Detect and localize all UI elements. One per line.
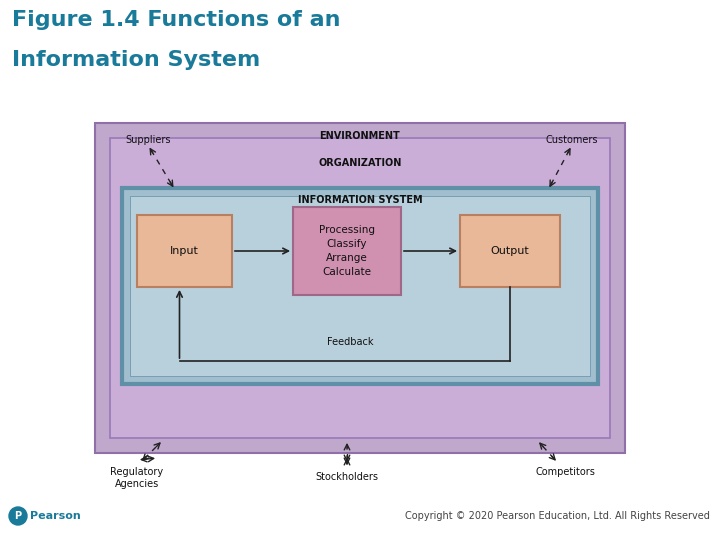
Text: Copyright © 2020 Pearson Education, Ltd. All Rights Reserved: Copyright © 2020 Pearson Education, Ltd.… bbox=[405, 511, 710, 521]
Bar bbox=[95, 123, 625, 453]
Bar bbox=[137, 215, 232, 287]
Text: Competitors: Competitors bbox=[535, 467, 595, 477]
Text: Pearson: Pearson bbox=[30, 511, 81, 521]
Text: Feedback: Feedback bbox=[327, 337, 373, 347]
Bar bbox=[460, 215, 560, 287]
Text: Suppliers: Suppliers bbox=[125, 135, 171, 145]
Text: Processing
Classify
Arrange
Calculate: Processing Classify Arrange Calculate bbox=[319, 225, 375, 277]
Circle shape bbox=[9, 507, 27, 525]
Text: Stockholders: Stockholders bbox=[315, 472, 379, 482]
Bar bbox=[110, 138, 610, 438]
Text: ORGANIZATION: ORGANIZATION bbox=[318, 158, 402, 168]
Bar bbox=[130, 196, 590, 376]
Text: Figure 1.4 Functions of an: Figure 1.4 Functions of an bbox=[12, 10, 341, 30]
Text: INFORMATION SYSTEM: INFORMATION SYSTEM bbox=[297, 195, 423, 205]
Text: ENVIRONMENT: ENVIRONMENT bbox=[320, 131, 400, 141]
Text: P: P bbox=[14, 511, 22, 521]
Bar bbox=[293, 207, 401, 295]
Text: Customers: Customers bbox=[546, 135, 598, 145]
Text: Output: Output bbox=[490, 246, 529, 256]
Text: Input: Input bbox=[170, 246, 199, 256]
Text: Information System: Information System bbox=[12, 50, 260, 70]
Bar bbox=[122, 188, 598, 384]
Text: Regulatory
Agencies: Regulatory Agencies bbox=[110, 467, 163, 489]
